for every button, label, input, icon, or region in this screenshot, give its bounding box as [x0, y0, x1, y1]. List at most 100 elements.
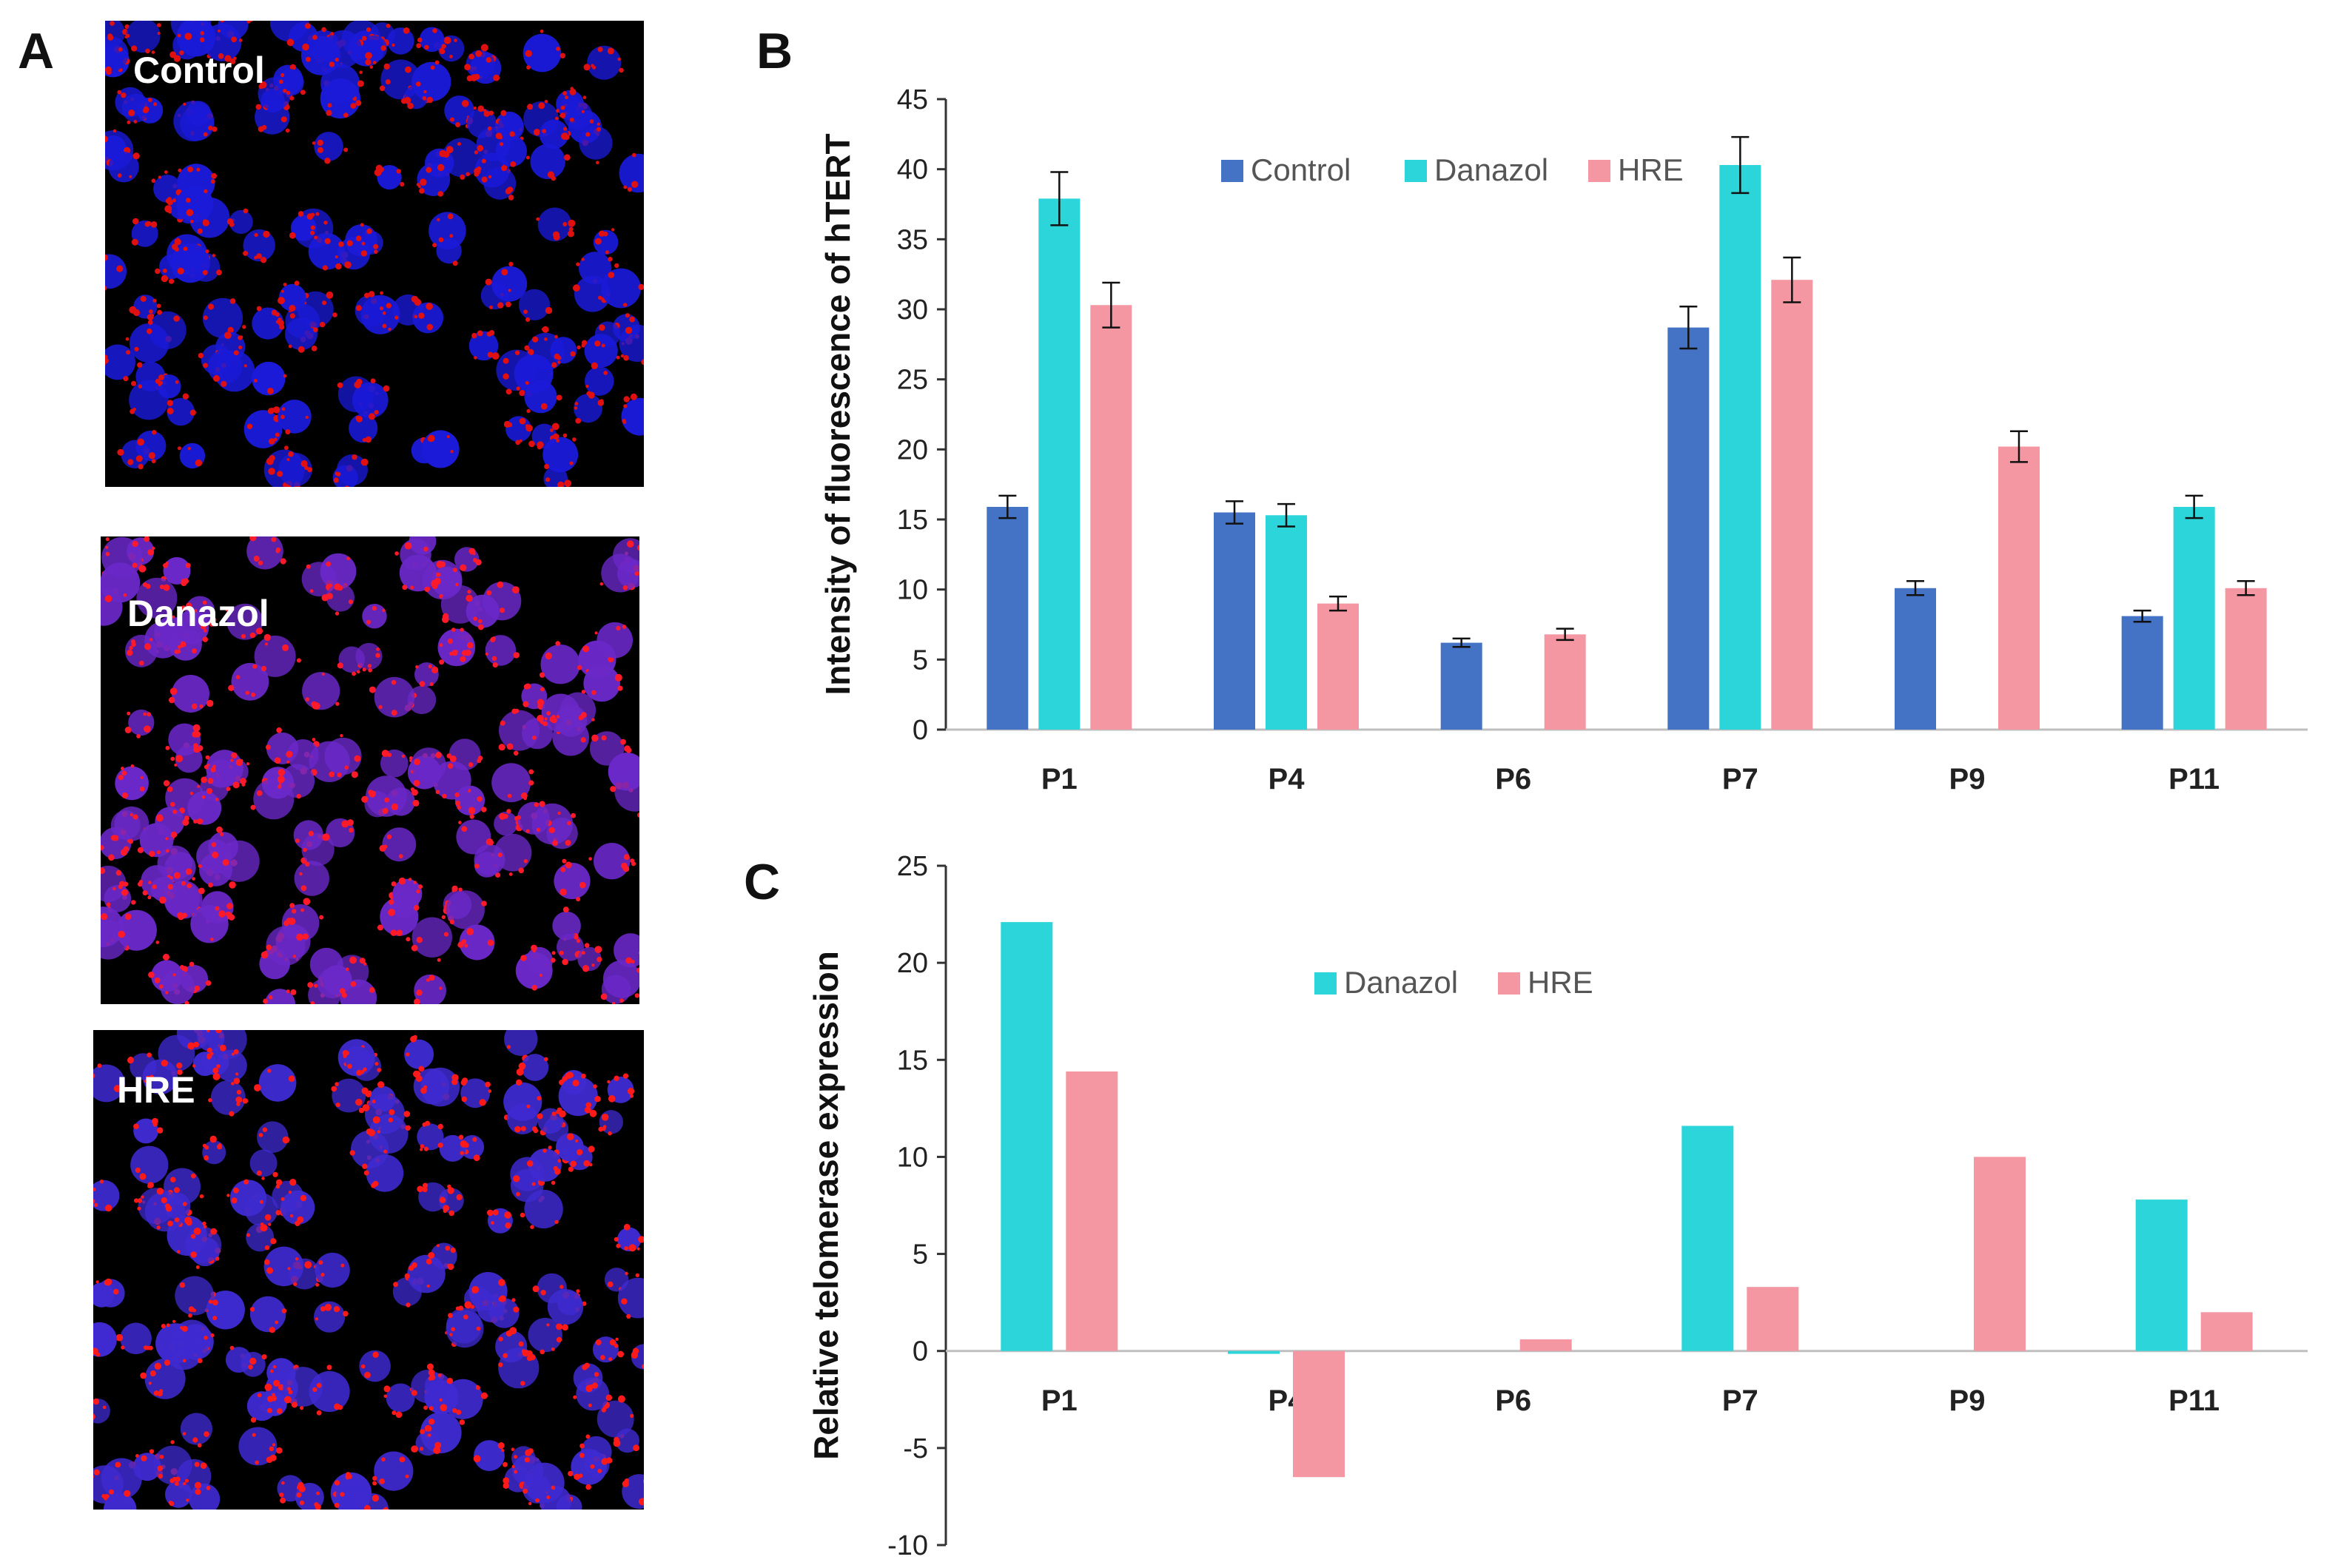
legend: Control Danazol HRE: [1221, 152, 1684, 187]
error-bar-danazol-p1: [1050, 171, 1069, 226]
bar-danazol-p4: [1266, 515, 1307, 730]
legend-label-danazol: Danazol: [1434, 152, 1548, 187]
category-label-p1: P1: [1041, 763, 1078, 795]
bar-hre-p9: [1998, 446, 2040, 730]
bar-control-p4: [1214, 512, 1255, 730]
y-axis-label: Relative telomerase expression: [807, 951, 845, 1460]
category-label-p7: P7: [1722, 763, 1758, 795]
bar-danazol-p11: [2173, 507, 2215, 730]
y-tick-label: 10: [897, 575, 928, 606]
y-tick-label: 45: [897, 84, 928, 115]
error-bar-danazol-p11: [2185, 494, 2203, 519]
error-bar-control-p7: [1679, 305, 1698, 350]
y-axis-label: Intensity of fluorescence of hTERT: [819, 133, 857, 695]
bar-hre-p4: [1317, 603, 1359, 730]
axes: 0 5 10 15 20 25 30 35 40 45 P1 P4 P6 P7 P9 P11: [897, 84, 2308, 795]
y-tick-label: 5: [913, 645, 928, 676]
bar-control-p7: [1667, 327, 1710, 730]
error-bar-hre-p7: [1783, 256, 1801, 303]
error-bar-danazol-p4: [1277, 502, 1295, 528]
panel-b-letter: B: [756, 23, 793, 79]
bar-danazol-p11: [2135, 1199, 2188, 1351]
y-tick-label: 15: [897, 1045, 928, 1076]
legend-swatch-hre: [1588, 160, 1610, 182]
micrograph-hre: HRE: [93, 1030, 644, 1510]
error-bar-hre-p6: [1556, 627, 1574, 642]
error-bar-control-p6: [1452, 637, 1471, 648]
category-label-p6: P6: [1495, 1384, 1531, 1417]
legend-swatch-danazol: [1405, 160, 1427, 182]
panel-a-letter: A: [18, 23, 54, 79]
bar-control-p11: [2121, 616, 2163, 730]
bar-danazol-p7: [1681, 1125, 1734, 1351]
y-tick-label: 5: [913, 1239, 928, 1271]
bar-hre-p11: [2200, 1312, 2253, 1351]
category-label-p11: P11: [2168, 763, 2220, 795]
chart-b-hTERT-fluorescence: 0 5 10 15 20 25 30 35 40 45 P1 P4 P6 P7 P9 P11 Intensity…: [819, 84, 2308, 795]
error-bar-danazol-p7: [1731, 135, 1750, 195]
y-tick-label: 25: [897, 365, 928, 396]
error-bar-hre-p1: [1102, 281, 1120, 329]
legend: Danazol HRE: [1314, 965, 1593, 1000]
category-label-p7: P7: [1722, 1384, 1758, 1417]
bar-control-p1: [987, 507, 1029, 730]
bars: [1001, 922, 2253, 1478]
y-tick-label: 0: [913, 715, 928, 746]
y-tick-label: -10: [887, 1530, 928, 1561]
bar-hre-p11: [2225, 588, 2267, 730]
micrograph-danazol: Danazol: [101, 536, 639, 1004]
category-label-p11: P11: [2168, 1384, 2220, 1417]
panel-a-micrographs: Control Danazol HRE: [93, 21, 644, 1510]
error-bar-control-p9: [1906, 580, 1924, 596]
legend-swatch-control: [1221, 160, 1243, 182]
bar-hre-p9: [1974, 1157, 2026, 1351]
error-bar-control-p11: [2133, 609, 2151, 623]
bar-hre-p1: [1090, 305, 1132, 730]
legend-label-hre: HRE: [1528, 965, 1593, 1000]
category-label-p6: P6: [1495, 763, 1531, 795]
y-tick-label: 20: [897, 948, 928, 979]
bar-control-p9: [1895, 588, 1936, 730]
bar-danazol-p1: [1038, 198, 1081, 730]
y-tick-label: 35: [897, 224, 928, 255]
bar-hre-p1: [1066, 1071, 1118, 1351]
micrograph-label-hre: HRE: [117, 1069, 195, 1111]
y-tick-label: 40: [897, 155, 928, 186]
legend-swatch-danazol: [1314, 972, 1337, 995]
y-tick-label: 15: [897, 505, 928, 536]
y-tick-label: 0: [913, 1336, 928, 1367]
category-label-p1: P1: [1041, 1384, 1078, 1417]
legend-swatch-hre: [1498, 972, 1520, 995]
legend-label-hre: HRE: [1618, 152, 1684, 187]
category-label-p4: P4: [1269, 763, 1306, 795]
error-bar-control-p1: [998, 494, 1017, 519]
micrograph-label-control: Control: [133, 50, 265, 91]
error-bar-control-p4: [1226, 500, 1243, 525]
category-label-p9: P9: [1949, 763, 1986, 795]
error-bar-hre-p11: [2237, 580, 2255, 596]
y-tick-label: 10: [897, 1142, 928, 1173]
bar-danazol-p4: [1228, 1350, 1280, 1354]
bar-hre-p4: [1293, 1350, 1345, 1478]
legend-label-danazol: Danazol: [1344, 965, 1458, 1000]
y-tick-label: 20: [897, 434, 928, 465]
bar-hre-p6: [1544, 634, 1586, 730]
error-bar-hre-p9: [2010, 430, 2028, 463]
y-tick-label: -5: [903, 1433, 928, 1464]
category-label-p9: P9: [1949, 1384, 1986, 1417]
bar-hre-p7: [1771, 280, 1813, 730]
y-tick-label: 30: [897, 295, 928, 326]
y-tick-label: 25: [897, 851, 928, 882]
bar-hre-p7: [1747, 1287, 1799, 1351]
micrograph-label-danazol: Danazol: [127, 593, 269, 634]
error-bar-hre-p4: [1329, 595, 1347, 612]
micrograph-control: Control: [105, 21, 644, 487]
bar-hre-p6: [1519, 1339, 1572, 1351]
bars: [987, 135, 2267, 730]
bar-danazol-p7: [1719, 165, 1761, 730]
legend-label-control: Control: [1251, 152, 1351, 187]
bar-control-p6: [1440, 642, 1482, 730]
